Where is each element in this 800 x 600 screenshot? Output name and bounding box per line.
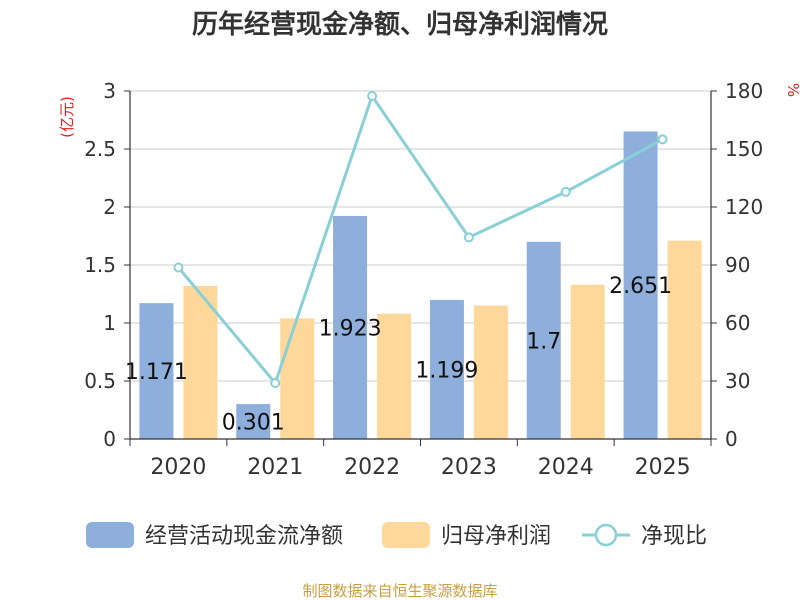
left-axis-tick-label: 0.5 bbox=[84, 369, 116, 393]
x-axis-tick-label: 2020 bbox=[150, 455, 206, 480]
x-axis-tick-label: 2024 bbox=[538, 455, 594, 480]
left-axis-tick-label: 2.5 bbox=[84, 137, 116, 161]
legend-swatch-net-profit bbox=[382, 522, 430, 548]
ratio-point bbox=[367, 91, 378, 102]
x-axis-tick-label: 2021 bbox=[247, 455, 303, 480]
legend-marker-ratio bbox=[594, 523, 618, 547]
ratio-point bbox=[657, 134, 668, 145]
ratio-line-path bbox=[177, 92, 664, 387]
legend-label-ratio: 净现比 bbox=[641, 524, 707, 549]
legend: 经营活动现金流净额 归母净利润 净现比 bbox=[86, 522, 707, 549]
data-labels: 1.171 0.301 1.923 1.199 1.7 2.651 bbox=[125, 274, 672, 435]
bar-cashflow bbox=[139, 303, 174, 439]
bar-net-profit bbox=[377, 313, 412, 439]
right-axis-tick-label: 180 bbox=[725, 79, 763, 103]
data-label: 1.171 bbox=[125, 360, 188, 385]
right-axis-tick-label: 90 bbox=[725, 253, 750, 277]
ratio-point bbox=[463, 232, 474, 243]
bar-net-profit bbox=[473, 305, 508, 439]
data-label: 1.7 bbox=[526, 329, 561, 354]
right-axis-unit: % bbox=[784, 83, 800, 97]
source-note: 制图数据来自恒生聚源数据库 bbox=[302, 582, 497, 600]
bar-cashflow bbox=[236, 404, 271, 439]
left-axis-tick-label: 2 bbox=[103, 195, 116, 219]
right-axis-tick-label: 0 bbox=[725, 427, 738, 451]
data-label: 0.301 bbox=[222, 411, 285, 436]
ratio-point bbox=[173, 262, 184, 273]
ratio-point bbox=[270, 378, 281, 389]
bars bbox=[139, 131, 702, 439]
left-axis-tick-label: 1 bbox=[103, 311, 116, 335]
bar-cashflow bbox=[623, 131, 658, 439]
bar-cashflow bbox=[429, 299, 464, 439]
x-axis-tick-label: 2023 bbox=[441, 455, 497, 480]
legend-swatch-cashflow bbox=[86, 522, 134, 548]
left-axis-unit: (亿元) bbox=[58, 96, 76, 138]
data-label: 1.199 bbox=[415, 358, 478, 383]
legend-label-net-profit: 归母净利润 bbox=[441, 524, 551, 549]
bar-net-profit bbox=[280, 318, 315, 439]
right-axis-tick-label: 120 bbox=[725, 195, 763, 219]
ratio-line bbox=[173, 91, 668, 389]
data-label: 2.651 bbox=[609, 274, 672, 299]
bar-net-profit bbox=[183, 285, 218, 439]
chart-title: 历年经营现金净额、归母净利润情况 bbox=[192, 9, 608, 40]
ratio-point bbox=[560, 186, 571, 197]
right-axis-tick-label: 150 bbox=[725, 137, 763, 161]
right-axis-tick-label: 30 bbox=[725, 369, 750, 393]
left-axis-tick-label: 3 bbox=[103, 79, 116, 103]
bar-cashflow bbox=[333, 215, 368, 439]
right-axis-tick-label: 60 bbox=[725, 311, 750, 335]
left-axis-tick-label: 0 bbox=[103, 427, 116, 451]
x-axis-tick-label: 2022 bbox=[344, 455, 400, 480]
bar-net-profit bbox=[667, 240, 702, 439]
left-axis-tick-label: 1.5 bbox=[84, 253, 116, 277]
data-label: 1.923 bbox=[319, 316, 382, 341]
bar-net-profit bbox=[570, 284, 605, 439]
x-axis-tick-label: 2025 bbox=[635, 455, 691, 480]
legend-label-cashflow: 经营活动现金流净额 bbox=[145, 524, 343, 549]
axes: 0 0 0.5 30 1 60 1.5 90 2 120 2.5 150 3 180 2020 2021 202… bbox=[84, 79, 763, 480]
bar-cashflow bbox=[526, 241, 561, 439]
